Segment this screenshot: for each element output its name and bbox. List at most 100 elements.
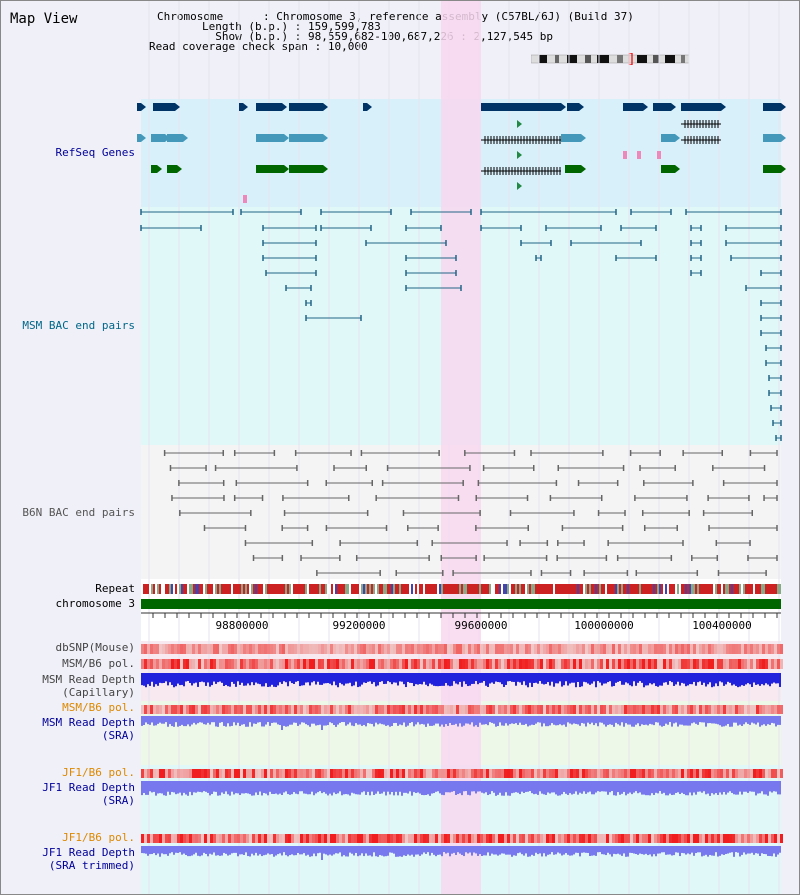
depth-bar	[591, 673, 593, 684]
depth-bar	[303, 846, 305, 854]
snp-cell	[435, 659, 438, 669]
depth-bar	[343, 673, 345, 686]
snp-cell	[186, 659, 189, 669]
snp-cell	[153, 834, 156, 843]
depth-bar	[353, 673, 355, 686]
snp-cell	[324, 705, 327, 714]
repeat-seg	[441, 584, 443, 594]
snp-cell	[255, 705, 258, 714]
snp-cell	[276, 769, 279, 778]
snp-cell	[381, 769, 384, 778]
depth-bar	[665, 846, 667, 855]
snp-cell	[636, 769, 639, 778]
snp-cell	[402, 705, 405, 714]
depth-bar	[611, 781, 613, 792]
depth-bar	[239, 673, 241, 685]
depth-bar	[455, 846, 457, 855]
snp-cell	[255, 769, 258, 778]
depth-bar	[145, 673, 147, 688]
snp-cell	[738, 834, 741, 843]
snp-cell	[732, 659, 735, 669]
depth-bar	[687, 673, 689, 686]
depth-bar	[537, 716, 539, 723]
snp-cell	[720, 705, 723, 714]
snp-cell	[156, 644, 159, 654]
snp-cell	[663, 769, 666, 778]
snp-cell	[393, 834, 396, 843]
snp-cell	[453, 769, 456, 778]
depth-bar	[471, 781, 473, 792]
depth-bar	[713, 716, 715, 724]
depth-bar	[519, 716, 521, 723]
depth-bar	[281, 781, 283, 795]
depth-bar	[517, 846, 519, 854]
snp-cell	[633, 644, 636, 654]
depth-bar	[257, 716, 259, 723]
snp-cell	[324, 834, 327, 843]
snp-cell	[147, 659, 150, 669]
snp-cell	[285, 705, 288, 714]
depth-bar	[533, 781, 535, 795]
snp-cell	[357, 705, 360, 714]
depth-bar	[273, 846, 275, 857]
snp-cell	[258, 769, 261, 778]
snp-cell	[237, 644, 240, 654]
snp-cell	[309, 769, 312, 778]
snp-cell	[240, 769, 243, 778]
repeat-seg	[681, 584, 683, 594]
depth-bar	[425, 781, 427, 795]
snp-cell	[516, 705, 519, 714]
depth-bar	[755, 781, 757, 796]
depth-bar	[551, 673, 553, 682]
snp-cell	[597, 705, 600, 714]
snp-cell	[645, 659, 648, 669]
repeat-seg	[533, 584, 535, 594]
depth-bar	[269, 781, 271, 792]
gene-arrow	[781, 103, 786, 111]
depth-bar	[195, 673, 197, 683]
repeat-seg	[425, 584, 427, 594]
depth-bar	[521, 781, 523, 792]
snp-cell	[174, 644, 177, 654]
snp-cell	[489, 769, 492, 778]
depth-bar	[375, 673, 377, 687]
snp-cell	[288, 705, 291, 714]
depth-bar	[593, 716, 595, 726]
snp-cell	[681, 644, 684, 654]
snp-cell	[570, 769, 573, 778]
depth-bar	[297, 673, 299, 682]
repeat-seg	[487, 584, 489, 594]
gene-arrow	[323, 165, 328, 173]
repeat-seg	[737, 584, 739, 594]
depth-bar	[237, 781, 239, 794]
depth-bar	[611, 716, 613, 725]
snp-cell	[576, 834, 579, 843]
repeat-seg	[351, 584, 353, 594]
depth-bar	[455, 781, 457, 795]
depth-bar	[421, 716, 423, 724]
repeat-seg	[691, 584, 693, 594]
depth-bar	[691, 673, 693, 685]
depth-bar	[625, 673, 627, 683]
depth-bar	[739, 716, 741, 725]
snp-cell	[657, 705, 660, 714]
depth-bar	[461, 673, 463, 687]
repeat-seg	[703, 584, 705, 594]
depth-bar	[431, 846, 433, 853]
snp-cell	[474, 705, 477, 714]
snp-cell	[645, 705, 648, 714]
depth-bar	[555, 673, 557, 684]
depth-bar	[253, 673, 255, 686]
depth-bar	[407, 716, 409, 726]
depth-bar	[549, 781, 551, 794]
depth-bar	[733, 716, 735, 723]
snp-cell	[621, 769, 624, 778]
repeat-seg	[715, 584, 717, 594]
depth-bar	[343, 781, 345, 795]
depth-bar	[695, 781, 697, 795]
depth-bar	[771, 781, 773, 793]
chromosome-key: Chromosome	[157, 10, 224, 23]
snp-cell	[333, 644, 336, 654]
snp-cell	[756, 769, 759, 778]
